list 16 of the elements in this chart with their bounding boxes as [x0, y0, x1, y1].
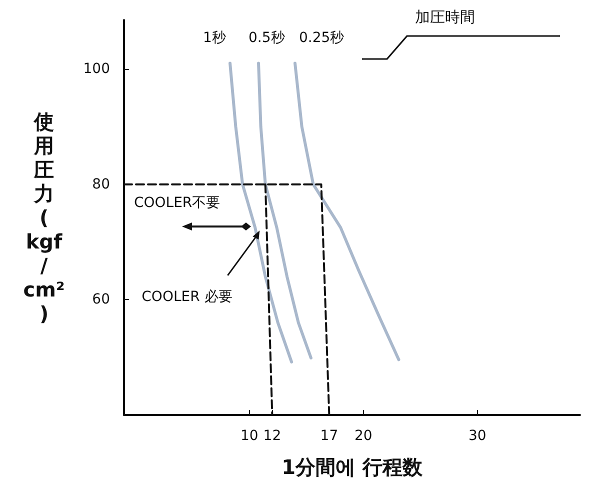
series-label: 0.5秒	[248, 29, 285, 48]
series-label: 1秒	[203, 29, 226, 48]
annotation: COOLER不要	[134, 194, 220, 212]
series-label: 0.25秒	[299, 29, 344, 48]
x-tick-label: 30	[468, 428, 486, 444]
y-tick-label: 60	[92, 292, 110, 308]
x-tick-label: 10	[240, 428, 258, 444]
x-tick-label: 20	[354, 428, 372, 444]
text: 使用圧力(kgf/cm²)	[23, 110, 65, 326]
x-tick-label: 12	[263, 428, 282, 444]
y-tick-label: 100	[83, 61, 110, 78]
legend-title: 加圧時間	[415, 8, 475, 27]
y-tick-label: 80	[92, 176, 110, 192]
annotation: COOLER 必要	[142, 288, 232, 306]
x-tick-label: 17	[320, 428, 338, 444]
x-axis-title: 1分間에 行程数	[282, 455, 424, 479]
